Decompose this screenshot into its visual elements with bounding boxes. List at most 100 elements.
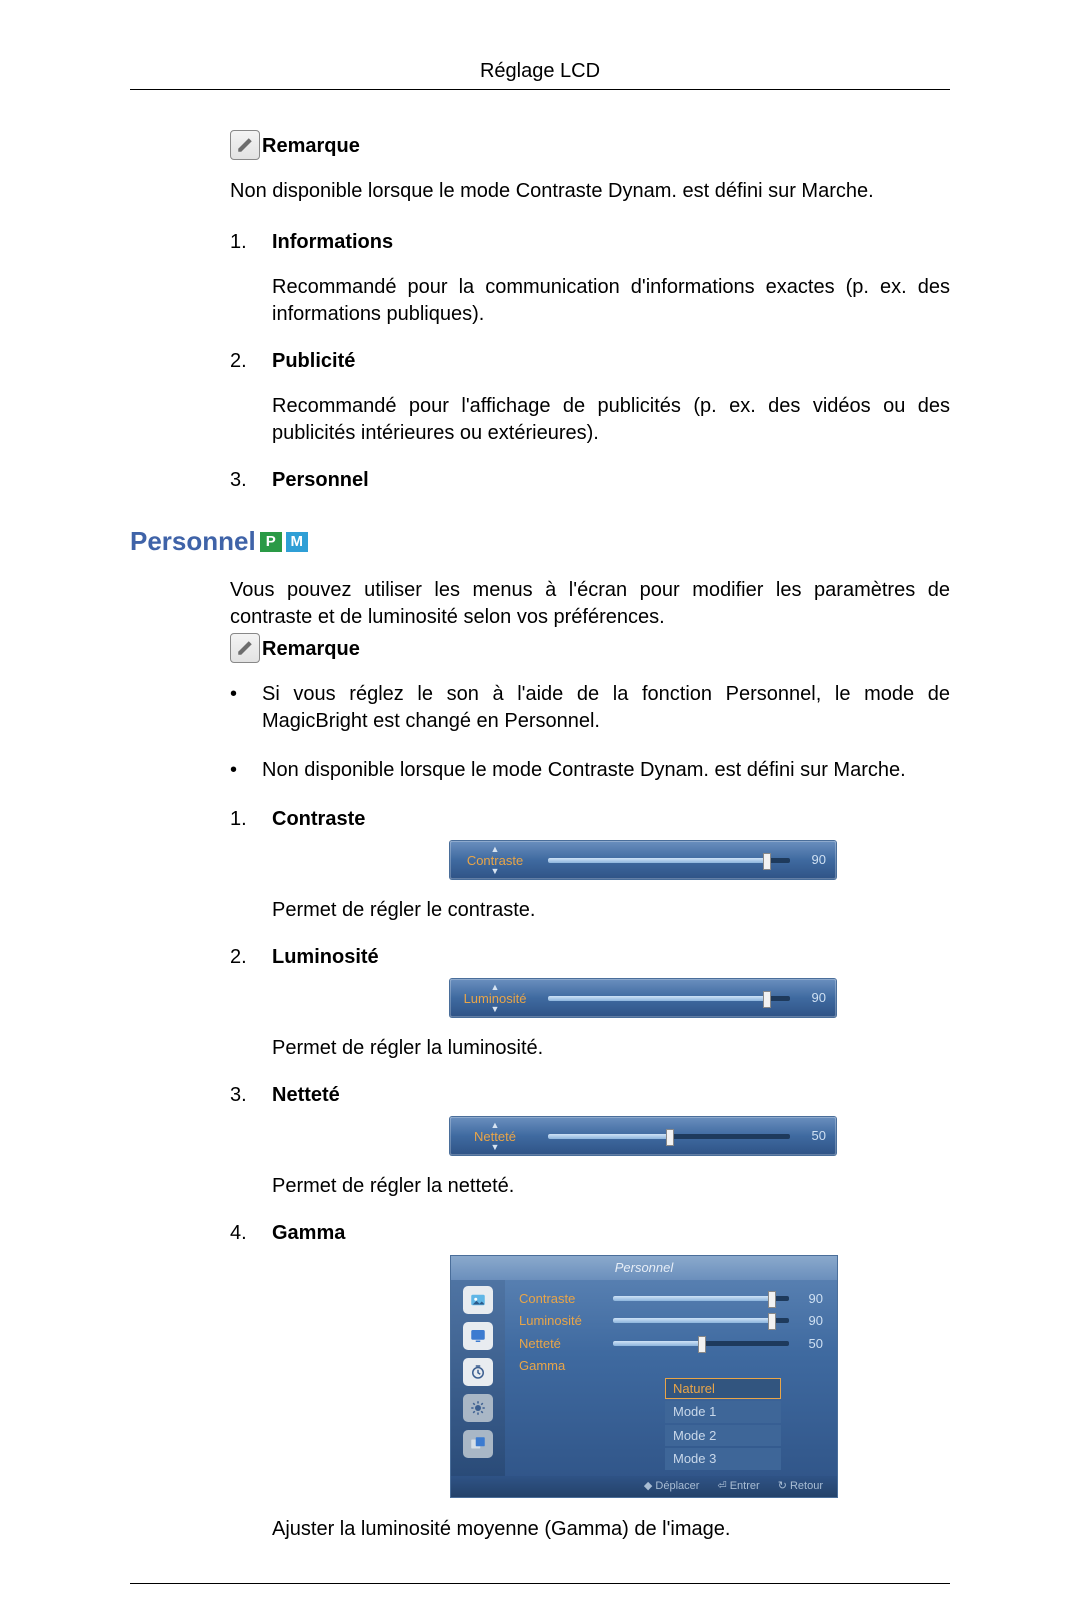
osd-slider-label-col: ▲ Contraste ▼ xyxy=(450,845,540,876)
list-label: Publicité xyxy=(272,348,355,375)
page: Réglage LCD Remarque Non disponible lors… xyxy=(0,0,1080,1624)
arrow-down-icon[interactable]: ▼ xyxy=(491,1143,500,1152)
osd-menu-row-value: 90 xyxy=(799,1312,823,1330)
slider-track[interactable] xyxy=(613,1341,789,1346)
top-rule xyxy=(130,89,950,90)
osd-footer-enter: ⏎ Entrer xyxy=(717,1479,759,1494)
remarque-heading: Remarque xyxy=(230,130,950,160)
slider-desc: Permet de régler le contraste. xyxy=(272,897,950,924)
osd-slider-track xyxy=(548,996,790,1001)
slider-item: 2. Luminosité ▲ Luminosité ▼ 90 Permet d… xyxy=(230,944,950,1062)
osd-icon-multi[interactable] xyxy=(463,1430,493,1458)
gamma-label: Gamma xyxy=(272,1220,345,1247)
osd-menu-row-value: 90 xyxy=(799,1290,823,1308)
osd-menu-row-label: Contraste xyxy=(519,1290,603,1308)
osd-gamma-option[interactable]: Mode 1 xyxy=(665,1401,781,1423)
arrow-down-icon[interactable]: ▼ xyxy=(491,1005,500,1014)
osd-slider-bar: ▲ Contraste ▼ 90 xyxy=(450,841,836,879)
list-num: 2. xyxy=(230,348,254,375)
osd-menu-row-value: 50 xyxy=(799,1335,823,1353)
list-body: Recommandé pour la communication d'infor… xyxy=(272,274,950,328)
osd-menu-row-track xyxy=(613,1341,789,1346)
slider-desc: Permet de régler la luminosité. xyxy=(272,1035,950,1062)
gamma-item: 4. Gamma Personnel xyxy=(230,1220,950,1543)
content: Remarque Non disponible lorsque le mode … xyxy=(230,130,950,1543)
slider-track[interactable] xyxy=(548,858,790,863)
osd-slider-bar: ▲ Luminosité ▼ 90 xyxy=(450,979,836,1017)
osd-icon-timer[interactable] xyxy=(463,1358,493,1386)
osd-slider-value: 90 xyxy=(798,989,826,1007)
bottom-rule xyxy=(130,1583,950,1584)
osd-menu-title: Personnel xyxy=(451,1256,837,1280)
modes-list: 1. Informations Recommandé pour la commu… xyxy=(230,229,950,494)
slider-item: 3. Netteté ▲ Netteté ▼ 50 Permet de régl… xyxy=(230,1082,950,1200)
list-label: Personnel xyxy=(272,467,369,494)
badge-p-icon: P xyxy=(260,532,282,552)
list-label: Contraste xyxy=(272,806,365,833)
osd-gamma-options: NaturelMode 1Mode 2Mode 3 xyxy=(665,1378,823,1470)
gamma-num: 4. xyxy=(230,1220,254,1247)
osd-menu-footer: ◆ Déplacer ⏎ Entrer ↻ Retour xyxy=(451,1476,837,1497)
modes-list-item: 1. Informations Recommandé pour la commu… xyxy=(230,229,950,328)
list-num: 1. xyxy=(230,229,254,256)
slider-desc: Permet de régler la netteté. xyxy=(272,1173,950,1200)
osd-menu-row-track xyxy=(613,1318,789,1323)
list-num: 3. xyxy=(230,1082,254,1109)
osd-slider-value: 50 xyxy=(798,1127,826,1145)
osd-slider-track xyxy=(548,1134,790,1139)
osd-slider-name: Contraste xyxy=(467,854,523,867)
osd-slider-label-col: ▲ Luminosité ▼ xyxy=(450,983,540,1014)
osd-slider-name: Netteté xyxy=(474,1130,516,1143)
slider-track[interactable] xyxy=(613,1318,789,1323)
list-num: 1. xyxy=(230,806,254,833)
osd-menu-row[interactable]: Gamma xyxy=(519,1357,823,1375)
osd-gamma-option[interactable]: Mode 2 xyxy=(665,1425,781,1447)
gamma-desc: Ajuster la luminosité moyenne (Gamma) de… xyxy=(272,1516,950,1543)
remarque-label-2: Remarque xyxy=(262,636,360,663)
osd-menu-row-label: Netteté xyxy=(519,1335,603,1353)
list-num: 2. xyxy=(230,944,254,971)
osd-icon-setup[interactable] xyxy=(463,1394,493,1422)
bullet-item: Non disponible lorsque le mode Contraste… xyxy=(230,757,950,784)
osd-menu-row[interactable]: Contraste 90 xyxy=(519,1290,823,1308)
osd-footer-return: ↻ Retour xyxy=(778,1479,823,1494)
osd-slider-bar: ▲ Netteté ▼ 50 xyxy=(450,1117,836,1155)
osd-menu-row-label: Luminosité xyxy=(519,1312,603,1330)
slider-track[interactable] xyxy=(548,996,790,1001)
modes-list-item: 2. Publicité Recommandé pour l'affichage… xyxy=(230,348,950,447)
osd-menu-rows: Contraste 90 Luminosité xyxy=(505,1280,837,1476)
list-num: 3. xyxy=(230,467,254,494)
personnel-intro: Vous pouvez utiliser les menus à l'écran… xyxy=(230,577,950,631)
list-label: Informations xyxy=(272,229,393,256)
sliders-list: 1. Contraste ▲ Contraste ▼ 90 Permet de … xyxy=(230,806,950,1200)
osd-icon-picture[interactable] xyxy=(463,1286,493,1314)
modes-list-item: 3. Personnel xyxy=(230,467,950,494)
osd-menu-row[interactable]: Luminosité 90 xyxy=(519,1312,823,1330)
osd-menu-iconbar xyxy=(451,1280,505,1476)
section-title-text: Personnel xyxy=(130,524,256,559)
slider-track[interactable] xyxy=(548,1134,790,1139)
osd-gamma-option[interactable]: Naturel xyxy=(665,1378,781,1400)
badge-m-icon: M xyxy=(286,532,308,552)
osd-gamma-option[interactable]: Mode 3 xyxy=(665,1448,781,1470)
section-title-personnel: Personnel P M xyxy=(130,524,950,559)
osd-icon-screen[interactable] xyxy=(463,1322,493,1350)
osd-menu-row-track xyxy=(613,1296,789,1301)
remarque-text: Non disponible lorsque le mode Contraste… xyxy=(230,178,950,205)
osd-menu-row[interactable]: Netteté 50 xyxy=(519,1335,823,1353)
osd-slider-label-col: ▲ Netteté ▼ xyxy=(450,1121,540,1152)
osd-slider-name: Luminosité xyxy=(464,992,527,1005)
list-body: Recommandé pour l'affichage de publicité… xyxy=(272,393,950,447)
personnel-bullets: Si vous réglez le son à l'aide de la fon… xyxy=(230,681,950,784)
osd-slider-value: 90 xyxy=(798,851,826,869)
note-icon xyxy=(230,130,260,160)
list-label: Luminosité xyxy=(272,944,379,971)
osd-menu-gamma: Personnel xyxy=(450,1255,838,1498)
remarque-heading-2: Remarque xyxy=(230,633,950,663)
slider-track[interactable] xyxy=(613,1296,789,1301)
page-title: Réglage LCD xyxy=(130,60,950,83)
note-icon xyxy=(230,633,260,663)
arrow-down-icon[interactable]: ▼ xyxy=(491,867,500,876)
slider-item: 1. Contraste ▲ Contraste ▼ 90 Permet de … xyxy=(230,806,950,924)
remarque-label: Remarque xyxy=(262,133,360,160)
